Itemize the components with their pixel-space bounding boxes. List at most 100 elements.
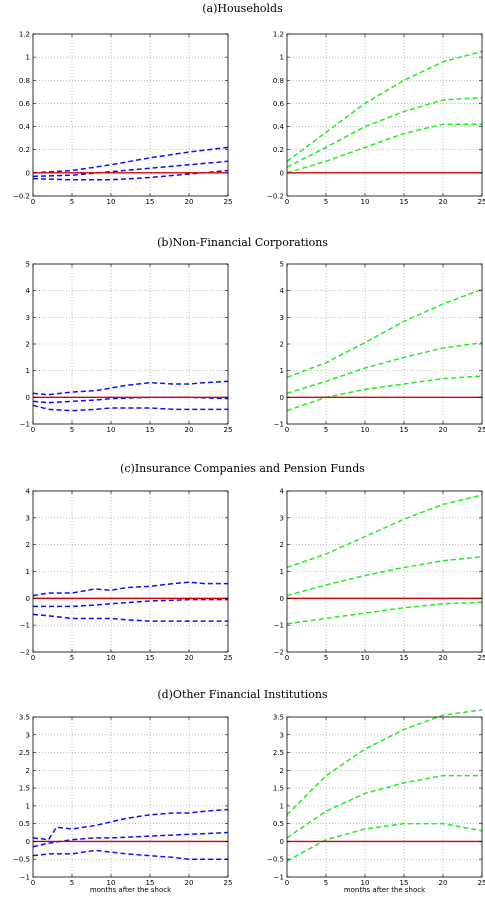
x-tick-label: 15 bbox=[400, 654, 409, 662]
series-line-2 bbox=[32, 404, 228, 412]
x-tick-label: 25 bbox=[224, 426, 233, 434]
y-tick-label: 4 bbox=[26, 488, 31, 496]
x-tick-label: 25 bbox=[478, 198, 485, 206]
y-tick-label: 0 bbox=[26, 838, 30, 846]
x-tick-label: 25 bbox=[224, 654, 233, 662]
x-tick-label: 10 bbox=[361, 426, 370, 434]
x-tick-label: 5 bbox=[324, 198, 328, 206]
x-tick-label: 0 bbox=[285, 198, 289, 206]
chart-insurance-right: 0 5 10 15 20 25 −2 −1 0 1 2 3 4 bbox=[274, 488, 485, 663]
x-tick-label: 25 bbox=[478, 426, 485, 434]
series-line-2 bbox=[32, 849, 228, 860]
x-tick-label: 20 bbox=[185, 198, 194, 206]
series-line-2 bbox=[32, 169, 229, 181]
y-tick-label: 1 bbox=[26, 568, 30, 576]
y-tick-label: 0 bbox=[26, 394, 30, 402]
x-tick-label: 20 bbox=[439, 654, 448, 662]
x-tick-label: 20 bbox=[439, 426, 448, 434]
x-tick-label: 25 bbox=[478, 879, 485, 887]
y-tick-label: 0 bbox=[280, 169, 284, 177]
y-tick-label: 5 bbox=[26, 261, 30, 269]
x-tick-label: 5 bbox=[70, 198, 74, 206]
y-tick-label: −1 bbox=[274, 874, 284, 882]
x-tick-label: 0 bbox=[285, 879, 289, 887]
chart-insurance-left: 0 5 10 15 20 25 −2 −1 0 1 2 3 4 bbox=[20, 488, 233, 663]
x-tick-label: 15 bbox=[400, 426, 409, 434]
y-tick-label: 2 bbox=[280, 767, 284, 775]
y-tick-label: −1 bbox=[274, 421, 284, 429]
series-line-2 bbox=[286, 601, 483, 625]
x-axis-label: months after the shock bbox=[90, 886, 172, 894]
y-tick-label: 0.8 bbox=[19, 77, 30, 85]
y-tick-label: 0.8 bbox=[273, 77, 284, 85]
series-line-2 bbox=[32, 613, 228, 622]
series-line-1 bbox=[32, 396, 229, 404]
y-tick-label: 2.5 bbox=[273, 749, 284, 757]
x-tick-label: 20 bbox=[185, 879, 194, 887]
y-tick-label: 0 bbox=[26, 595, 30, 603]
panel-title-d: (d)Other Financial Institutions bbox=[157, 688, 328, 701]
y-tick-label: 0.5 bbox=[273, 820, 284, 828]
y-tick-label: 4 bbox=[26, 287, 31, 295]
chart-households-left: 0 5 10 15 20 25−0.200.20.40.60.811.2 bbox=[13, 31, 232, 207]
panel-title-c: (c)Insurance Companies and Pension Funds bbox=[120, 462, 365, 475]
x-tick-label: 20 bbox=[439, 879, 448, 887]
y-tick-label: 1.2 bbox=[19, 31, 30, 39]
x-tick-label: 0 bbox=[285, 426, 289, 434]
x-tick-label: 5 bbox=[70, 426, 74, 434]
plot-frame bbox=[286, 716, 483, 878]
y-tick-label: 0.6 bbox=[19, 100, 31, 108]
series-line-1 bbox=[286, 555, 483, 597]
y-tick-label: 3 bbox=[280, 514, 284, 522]
y-tick-label: 1.5 bbox=[19, 785, 30, 793]
chart-other-financial-right: 0 5 10 15 20 25 −1 −0.5 0 0.5 1 1.5 2 2.5 3 3.5 months a… bbox=[267, 709, 485, 894]
y-tick-label: −1 bbox=[274, 622, 284, 630]
series-line-1 bbox=[286, 774, 482, 839]
y-tick-label: 1 bbox=[280, 802, 284, 810]
y-tick-label: −0.5 bbox=[267, 856, 284, 864]
series-line-1 bbox=[32, 831, 229, 848]
x-tick-label: 0 bbox=[31, 198, 35, 206]
series-line-2 bbox=[286, 123, 482, 174]
chart-other-financial-left: 0 5 10 15 20 25 −1 −0.5 0 0.5 1 1.5 2 2.5 3 3.5 months a… bbox=[13, 714, 232, 895]
series-line-0 bbox=[286, 288, 483, 379]
x-tick-label: 5 bbox=[70, 654, 74, 662]
x-tick-label: 10 bbox=[107, 879, 116, 887]
y-tick-label: 3 bbox=[280, 731, 284, 739]
y-tick-label: −0.2 bbox=[267, 193, 284, 201]
series-line-0 bbox=[32, 146, 229, 174]
y-tick-label: 5 bbox=[280, 261, 284, 269]
series-line-0 bbox=[32, 808, 229, 841]
y-tick-label: 0.2 bbox=[273, 146, 284, 154]
y-tick-label: 0.6 bbox=[273, 100, 285, 108]
x-tick-label: 10 bbox=[361, 198, 370, 206]
x-tick-label: 15 bbox=[400, 198, 409, 206]
y-tick-label: −1 bbox=[20, 874, 30, 882]
series-line-1 bbox=[33, 598, 228, 608]
y-tick-label: 3 bbox=[26, 731, 30, 739]
x-tick-label: 10 bbox=[361, 879, 370, 887]
series-line-0 bbox=[286, 709, 483, 816]
x-tick-label: 15 bbox=[146, 426, 155, 434]
y-tick-label: 1 bbox=[280, 54, 284, 62]
y-tick-label: 1 bbox=[26, 54, 30, 62]
x-tick-label: 25 bbox=[224, 198, 233, 206]
chart-households-right: 0 5 10 15 20 25−0.200.20.40.60.811.2 bbox=[267, 31, 485, 207]
y-tick-label: 1 bbox=[280, 367, 284, 375]
y-tick-label: 4 bbox=[280, 488, 285, 496]
series-line-2 bbox=[286, 822, 483, 862]
x-tick-label: 20 bbox=[185, 426, 194, 434]
x-tick-label: 15 bbox=[146, 879, 155, 887]
y-tick-label: 0.4 bbox=[273, 123, 285, 131]
series-line-1 bbox=[286, 341, 483, 395]
y-tick-label: −0.2 bbox=[13, 193, 30, 201]
x-tick-label: 25 bbox=[224, 879, 233, 887]
y-tick-label: 0.4 bbox=[19, 123, 31, 131]
series-line-0 bbox=[286, 50, 483, 162]
y-tick-label: 0 bbox=[280, 838, 284, 846]
x-tick-label: 10 bbox=[107, 654, 116, 662]
x-tick-label: 5 bbox=[324, 654, 328, 662]
plot-frame bbox=[32, 716, 229, 878]
